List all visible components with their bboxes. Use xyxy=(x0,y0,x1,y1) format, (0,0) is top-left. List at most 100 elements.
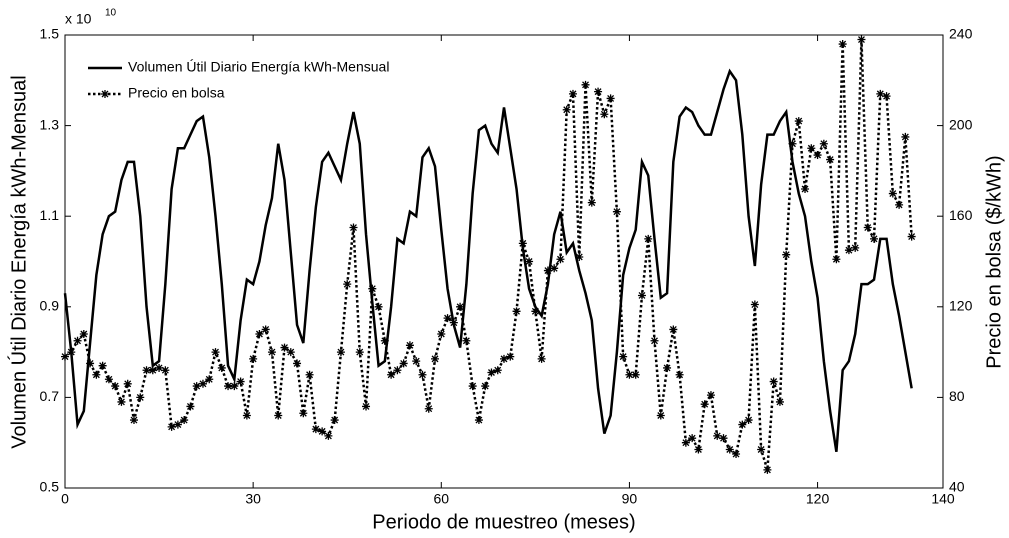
marker xyxy=(706,391,715,400)
marker xyxy=(393,366,402,375)
marker xyxy=(713,431,722,440)
y-scale-label: x 10 xyxy=(65,11,92,27)
marker xyxy=(192,382,201,391)
marker xyxy=(537,354,546,363)
marker xyxy=(782,250,791,259)
marker xyxy=(79,329,88,338)
marker xyxy=(167,422,176,431)
marker xyxy=(368,284,377,293)
marker xyxy=(387,370,396,379)
y-axis-label: Volumen Útil Diario Energía kWh-Mensual xyxy=(7,75,30,449)
marker xyxy=(449,318,458,327)
marker xyxy=(738,420,747,429)
legend-label: Precio en bolsa xyxy=(128,85,225,101)
marker xyxy=(882,92,891,101)
marker xyxy=(769,377,778,386)
marker xyxy=(173,420,182,429)
marker xyxy=(644,234,653,243)
y2-axis-label: Precio en bolsa ($/kWh) xyxy=(983,155,1005,368)
marker xyxy=(380,336,389,345)
marker xyxy=(186,402,195,411)
marker xyxy=(462,336,471,345)
marker xyxy=(349,223,358,232)
marker xyxy=(261,325,270,334)
marker xyxy=(631,370,640,379)
marker xyxy=(681,438,690,447)
marker xyxy=(224,382,233,391)
marker xyxy=(336,348,345,357)
marker xyxy=(518,239,527,248)
marker xyxy=(280,343,289,352)
y2-tick-label: 40 xyxy=(949,479,965,495)
marker xyxy=(581,80,590,89)
marker xyxy=(305,370,314,379)
marker xyxy=(600,110,609,119)
marker xyxy=(663,363,672,372)
marker xyxy=(650,336,659,345)
marker xyxy=(92,370,101,379)
marker xyxy=(129,416,138,425)
marker xyxy=(374,302,383,311)
marker xyxy=(587,198,596,207)
y-tick-label: 1.5 xyxy=(40,26,60,42)
marker xyxy=(142,366,151,375)
marker xyxy=(844,246,853,255)
marker xyxy=(750,300,759,309)
x-tick-label: 30 xyxy=(245,491,261,507)
legend-label: Volumen Útil Diario Energía kWh-Mensual xyxy=(128,59,389,75)
marker xyxy=(550,264,559,273)
y-tick-label: 1.1 xyxy=(40,207,60,223)
marker xyxy=(493,366,502,375)
y-tick-label: 0.7 xyxy=(40,388,60,404)
marker xyxy=(61,352,69,361)
marker xyxy=(744,416,753,425)
marker xyxy=(217,363,226,372)
marker xyxy=(838,40,847,49)
marker xyxy=(481,382,490,391)
x-axis-label: Periodo de muestreo (meses) xyxy=(372,511,635,533)
marker xyxy=(487,368,496,377)
marker xyxy=(399,359,408,368)
marker xyxy=(851,243,860,252)
marker xyxy=(568,89,577,98)
marker xyxy=(763,465,772,474)
marker xyxy=(67,348,76,357)
series-line xyxy=(63,68,913,452)
marker xyxy=(318,427,327,436)
marker xyxy=(424,404,433,413)
marker xyxy=(826,155,835,164)
marker xyxy=(556,255,565,264)
marker xyxy=(198,379,207,388)
marker xyxy=(500,354,508,363)
marker xyxy=(562,105,571,114)
marker xyxy=(675,370,684,379)
marker xyxy=(236,377,245,386)
marker xyxy=(437,329,446,338)
marker xyxy=(506,352,515,361)
marker xyxy=(863,223,872,232)
marker xyxy=(299,409,308,418)
marker xyxy=(474,416,483,425)
y2-tick-label: 200 xyxy=(949,116,973,132)
marker xyxy=(700,400,709,409)
y-tick-label: 0.9 xyxy=(40,298,60,314)
marker xyxy=(431,354,440,363)
marker xyxy=(443,314,452,323)
marker xyxy=(807,144,816,153)
marker xyxy=(211,348,220,357)
marker xyxy=(98,361,107,370)
marker xyxy=(732,450,741,459)
marker xyxy=(694,445,703,454)
marker xyxy=(230,382,239,391)
marker xyxy=(895,200,904,209)
marker xyxy=(637,291,646,300)
marker xyxy=(267,348,276,357)
marker xyxy=(355,348,364,357)
marker xyxy=(813,151,822,160)
marker xyxy=(907,232,916,241)
marker xyxy=(719,434,728,443)
marker xyxy=(255,329,264,338)
marker xyxy=(688,434,697,443)
marker xyxy=(136,393,145,402)
